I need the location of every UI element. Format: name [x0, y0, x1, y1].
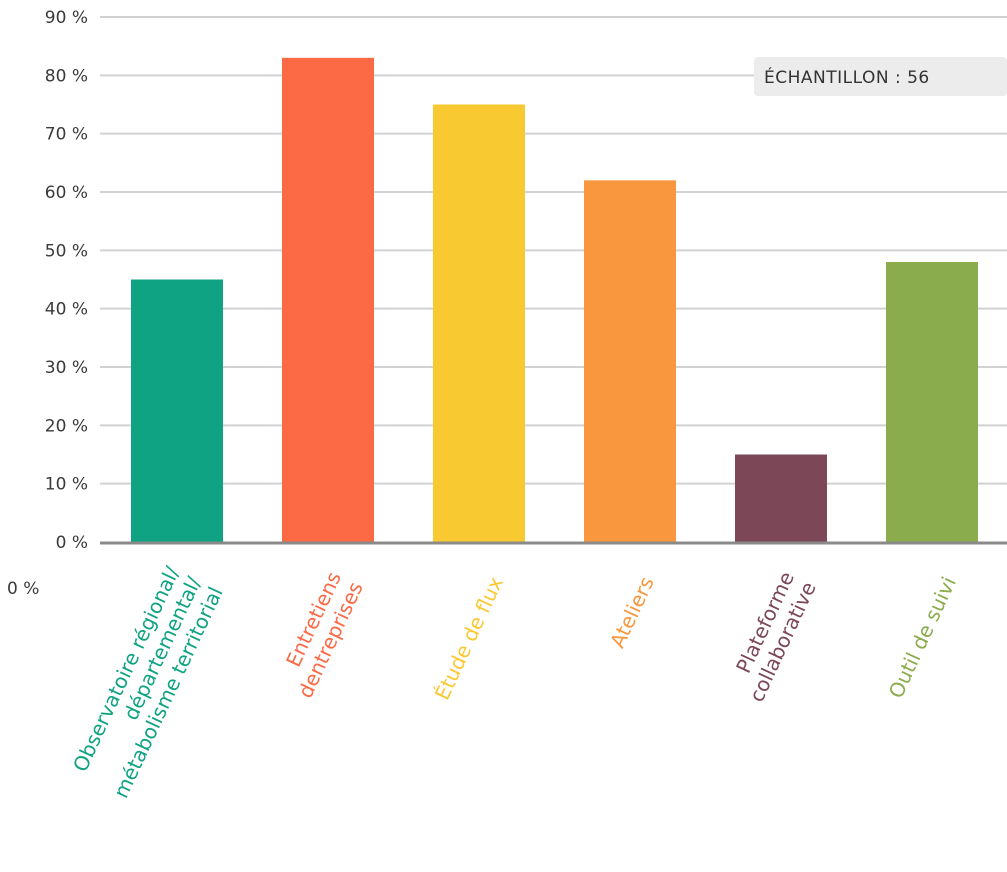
y-tick-label: 80 %	[45, 66, 88, 86]
bar	[735, 454, 827, 542]
y-tick-label: 30 %	[45, 358, 88, 378]
category-label-line: Outil de suivi	[884, 573, 961, 702]
category-label: Plateformecollaborative	[722, 568, 820, 706]
y-tick-label: 70 %	[45, 125, 88, 145]
bar	[886, 262, 978, 542]
y-tick-label: 90 %	[45, 8, 88, 28]
category-label: Étude de flux	[430, 573, 508, 704]
bar	[282, 57, 374, 542]
category-label: Outil de suivi	[884, 573, 961, 702]
y-tick-label: 50 %	[45, 241, 88, 261]
category-label-line: Ateliers	[605, 573, 659, 652]
category-label-line: Étude de flux	[430, 573, 508, 704]
y-tick-label: 40 %	[45, 300, 88, 320]
y-tick-label: 60 %	[45, 183, 88, 203]
bar	[433, 104, 525, 542]
bars	[131, 57, 978, 543]
y-tick-label: 10 %	[45, 475, 88, 495]
bar	[131, 279, 223, 542]
category-label: Observatoire régional/départemental/méta…	[65, 563, 228, 802]
y-tick-label: 20 %	[45, 416, 88, 436]
y-axis-tick-labels: 0 % 10 % 20 % 30 % 40 % 50 % 60 % 70 % 80 % 90 %	[45, 8, 88, 553]
category-label: Ateliers	[605, 573, 659, 652]
y-tick-label: 0 %	[56, 533, 88, 553]
bar	[584, 180, 676, 543]
sample-size-badge-background	[754, 57, 1007, 96]
sample-size-label: ÉCHANTILLON : 56	[764, 66, 930, 88]
gridlines	[100, 16, 1007, 485]
category-label: Entretiensdentreprises	[271, 568, 367, 702]
sample-size-badge: ÉCHANTILLON : 56	[754, 57, 1007, 96]
category-labels: Observatoire régional/départemental/méta…	[65, 563, 961, 802]
stray-axis-label: 0 %	[7, 579, 39, 599]
